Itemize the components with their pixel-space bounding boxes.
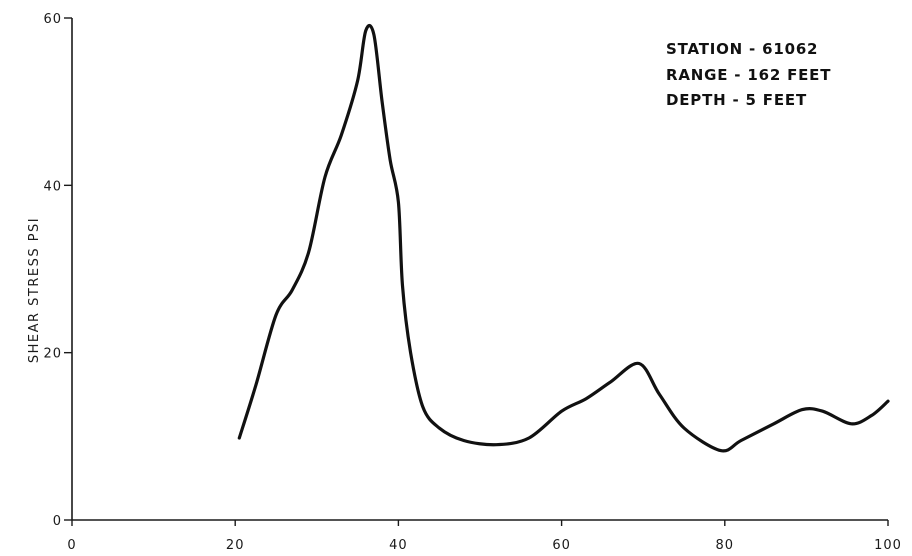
y-tick-label: 20 [43, 347, 62, 362]
x-tick-label: 20 [226, 538, 245, 553]
y-tick-label: 0 [53, 514, 62, 529]
y-tick-label: 40 [43, 179, 62, 194]
series-layer [237, 24, 890, 453]
x-tick-label: 80 [716, 538, 735, 553]
tick-labels: 0 20 40 60 80 100 0 20 40 60 [43, 12, 902, 553]
x-tick-label: 40 [389, 538, 408, 553]
annotation-depth: DEPTH - 5 FEET [666, 91, 807, 109]
annotation-range: RANGE - 162 FEET [666, 65, 832, 84]
x-tick-label: 100 [874, 538, 902, 553]
annotation-station: STATION - 61062 [666, 40, 819, 58]
y-axis-label: SHEAR STRESS PSI [27, 217, 42, 363]
x-tick-label: 0 [67, 538, 76, 553]
y-tick-label: 60 [43, 12, 62, 27]
tick-marks [64, 17, 889, 526]
station-annotation: STATION - 61062 RANGE - 162 FEET DEPTH -… [666, 37, 831, 114]
series-line-0 [237, 24, 890, 453]
axes [71, 18, 888, 521]
x-tick-label: 60 [552, 538, 571, 553]
